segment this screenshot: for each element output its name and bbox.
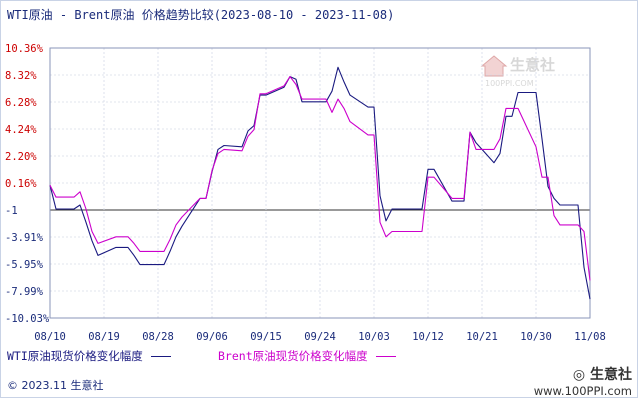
series-line-wti (49, 66, 591, 300)
y-tick-label: 6.28% (5, 97, 37, 109)
legend-brent: Brent原油现货价格变化幅度 (218, 348, 396, 364)
wechat-name: 生意社 (590, 367, 632, 383)
y-tick-label: 8.32% (5, 70, 37, 82)
y-tick-label: 10.36% (5, 43, 44, 55)
watermark-logo: 生意社 100PPI.COM (480, 55, 555, 88)
y-tick-label: -3.91% (5, 232, 44, 244)
x-tick-label: 10/12 (412, 331, 444, 343)
legend-brent-label: Brent原油现货价格变化幅度 (218, 349, 368, 363)
watermark-name: 生意社 (510, 56, 555, 74)
x-axis-labels: 08/10 08/19 08/28 09/06 09/15 09/24 10/03 10/12… (34, 331, 606, 343)
x-tick-label: 09/06 (196, 331, 228, 343)
y-axis-labels: 10.36% 8.32% 6.28% 4.24% 2.20% 0.16% -1 -3.91% -… (5, 43, 50, 325)
wechat-brand: ◎ 生意社 (534, 364, 632, 384)
legend-wti-label: WTI原油现货价格变化幅度 (7, 349, 143, 363)
legend-wti: WTI原油现货价格变化幅度 (7, 348, 171, 364)
x-tick-label: 10/03 (358, 331, 390, 343)
grid-lines (49, 47, 591, 319)
y-tick-label: -1 (5, 205, 18, 217)
series-lines (49, 66, 591, 300)
y-tick-label: -10.03% (5, 313, 50, 325)
x-tick-label: 08/10 (34, 331, 66, 343)
x-tick-label: 09/15 (250, 331, 282, 343)
x-tick-label: 10/30 (520, 331, 552, 343)
wechat-icon: ◎ (572, 367, 590, 383)
site-url: www.100PPI.com (533, 384, 632, 398)
x-tick-label: 10/21 (466, 331, 498, 343)
legend-wti-swatch (150, 355, 171, 357)
y-tick-label: 0.16% (5, 178, 37, 190)
copyright: © 2023.11 生意社 (7, 379, 104, 392)
legend-brent-swatch (375, 355, 396, 357)
footer-brand: ◎ 生意社 www.100PPI.com (534, 364, 632, 398)
x-tick-label: 08/19 (88, 331, 120, 343)
y-tick-label: -5.95% (5, 259, 44, 271)
plot-border (49, 47, 591, 319)
y-tick-label: -7.99% (5, 286, 44, 298)
y-tick-label: 2.20% (5, 151, 37, 163)
x-tick-label: 09/24 (304, 331, 336, 343)
axes (49, 47, 591, 319)
series-line-brent (49, 76, 591, 281)
x-tick-label: 08/28 (142, 331, 174, 343)
y-tick-label: 4.24% (5, 124, 37, 136)
watermark-url: 100PPI.COM (485, 79, 534, 88)
house-icon (480, 55, 508, 77)
x-tick-label: 11/08 (574, 331, 606, 343)
chart-title: WTI原油 - Brent原油 价格趋势比较(2023-08-10 - 2023… (7, 8, 395, 22)
